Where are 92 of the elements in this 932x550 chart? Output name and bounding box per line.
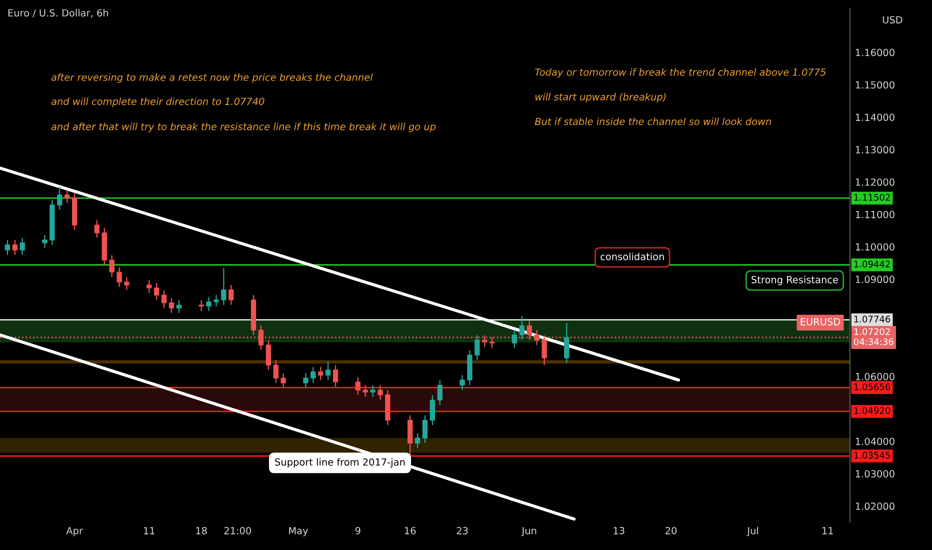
- candlestick: [57, 186, 62, 210]
- x-tick-label: 11: [822, 527, 833, 534]
- annotation: after reversing to make a retest now the price breaks the channel: [51, 73, 373, 83]
- candlestick: [355, 376, 360, 396]
- candlestick: [318, 366, 324, 381]
- x-tick-label: Jul: [746, 526, 758, 536]
- annotation: But if stable inside the channel so will look down: [534, 118, 771, 126]
- candlestick: [168, 297, 174, 314]
- x-tick-label: 18: [196, 526, 207, 534]
- candlestick: [332, 364, 338, 388]
- x-tick-label: 11: [144, 527, 154, 534]
- x-tick-label: 21:00: [224, 526, 252, 534]
- candlestick: [490, 336, 495, 348]
- candlestick: [4, 239, 10, 256]
- candlestick: [460, 374, 465, 391]
- x-tick-label: 13: [614, 526, 624, 534]
- annotation: will start upward (breakup): [535, 92, 666, 102]
- candlestick: [422, 414, 428, 444]
- y-tick-label: 1.14000: [856, 114, 894, 121]
- candlestick: [266, 340, 272, 370]
- y-tick-label: 1.16000: [856, 48, 894, 56]
- x-tick-label: 20: [666, 526, 677, 534]
- ref-line-label: 1.07746: [854, 316, 890, 322]
- candlestick: [221, 267, 226, 306]
- candlestick: [474, 334, 480, 360]
- candlestick: [146, 280, 152, 294]
- candlestick: [303, 372, 308, 388]
- candlestick: [258, 324, 264, 350]
- annotation: and will complete their direction to 1.07740: [51, 98, 264, 107]
- ref-line-label: 1.11502: [854, 194, 890, 201]
- annotation: and after that will try to break the resistance line if this time break it will go up: [51, 122, 436, 132]
- annotation: Today or tomorrow if break the trend channel above 1.0775: [535, 68, 826, 78]
- candlestick: [534, 330, 540, 346]
- candlestick: [378, 384, 383, 400]
- candlestick: [512, 330, 518, 348]
- annotation: EURUSD: [800, 318, 840, 326]
- candlestick: [214, 294, 219, 308]
- candlestick: [362, 384, 368, 398]
- y-tick-label: 1.06000: [856, 372, 894, 380]
- chart-title: Euro / U.S. Dollar, 6h: [8, 9, 108, 18]
- candlestick: [430, 394, 436, 426]
- y-tick-label: 1.13000: [856, 146, 894, 154]
- ref-line-label: 1.05656: [854, 383, 890, 390]
- y-tick-label: 1.02000: [856, 502, 894, 510]
- x-tick-label: 23: [456, 526, 468, 534]
- candlestick: [124, 276, 130, 290]
- candlestick: [370, 384, 376, 398]
- y-tick-label: 1.04000: [856, 438, 894, 446]
- candlestick: [20, 237, 25, 256]
- annotation: consolidation: [600, 252, 664, 260]
- candlestick: [407, 414, 413, 456]
- y-tick-label: 1.12000: [856, 178, 894, 186]
- candlestick: [414, 432, 420, 449]
- candlestick: [228, 284, 234, 306]
- ref-line-label: 1.09442: [854, 260, 890, 268]
- candlestick: [161, 290, 167, 308]
- annotation: Support line from 2017-jan: [275, 458, 405, 468]
- candlestick: [176, 300, 182, 314]
- y-tick-label: 1.10000: [856, 243, 894, 251]
- ref-line-label: 1.04920: [854, 407, 890, 414]
- candlestick: [94, 220, 100, 238]
- y-axis-title: USD: [882, 16, 902, 24]
- candlestick: [542, 334, 547, 366]
- y-tick-label: 1.15000: [856, 81, 894, 89]
- candlestick: [273, 360, 278, 384]
- candlestick: [325, 361, 331, 381]
- candlestick: [280, 372, 286, 388]
- candlestick: [564, 322, 570, 364]
- candlestick: [482, 334, 488, 348]
- x-tick-label: 9: [355, 526, 360, 534]
- x-tick-label: Jun: [521, 527, 536, 536]
- candlestick: [198, 300, 204, 312]
- ref-line-label: 1.07202 04:34:36: [854, 328, 894, 346]
- candlestick: [64, 190, 70, 204]
- candlestick: [12, 239, 18, 256]
- ref-line-label: 1.03545: [854, 452, 890, 459]
- y-tick-label: 1.03000: [856, 470, 894, 478]
- annotation: Strong Resistance: [752, 276, 838, 286]
- x-tick-label: May: [289, 527, 308, 536]
- x-tick-label: 16: [404, 526, 416, 534]
- candlestick: [109, 254, 114, 278]
- candlestick: [526, 320, 532, 340]
- x-tick-label: Apr: [66, 527, 83, 536]
- candlestick: [42, 234, 48, 248]
- y-tick-label: 1.09000: [856, 276, 894, 284]
- candlestick: [116, 266, 122, 288]
- candlestick: [206, 296, 212, 312]
- candlestick: [310, 366, 316, 384]
- candlestick: [519, 316, 525, 340]
- candlestick: [154, 282, 160, 300]
- candlestick: [437, 380, 442, 406]
- y-tick-label: 1.11000: [856, 210, 894, 218]
